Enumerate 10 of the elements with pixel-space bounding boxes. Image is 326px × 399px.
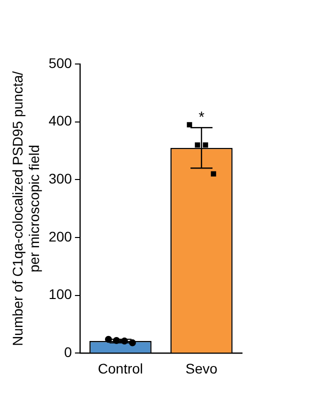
x-tick-label: Control [98,360,144,376]
y-axis-title: Number of C1qa-colocalized PSD95 puncta/ per microscopic field [9,71,42,346]
y-tick-label: 100 [48,286,72,302]
y-tick-label: 0 [64,344,72,360]
y-tick-label: 500 [48,54,72,71]
annotation: * [198,108,205,126]
y-tick-label: 400 [48,112,72,129]
y-tick-label: 200 [48,228,72,244]
x-tick-label: Sevo [186,360,218,376]
y-tick-label: 300 [48,170,72,187]
